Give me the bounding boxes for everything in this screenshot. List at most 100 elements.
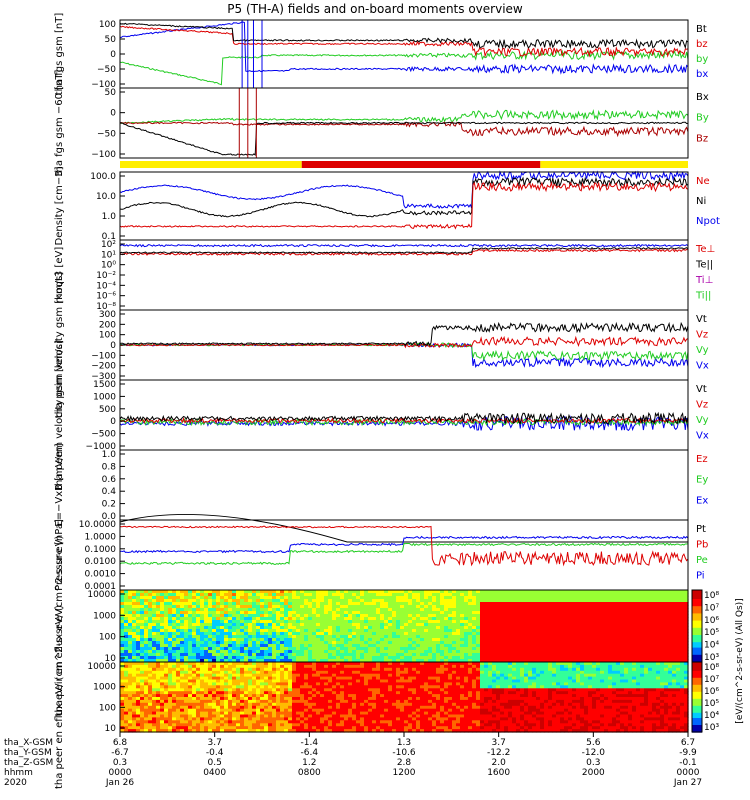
ion-spectrogram-cell [644, 644, 649, 648]
ion-spectrogram-cell [584, 614, 589, 618]
ion-spectrogram-cell [612, 608, 617, 612]
ion-spectrogram-cell [504, 608, 509, 612]
ion-spectrogram-cell [208, 620, 213, 624]
ion-spectrogram-cell [184, 650, 189, 654]
ion-spectrogram-cell [412, 632, 417, 636]
ion-spectrogram-cell [548, 608, 553, 612]
electron-spectrogram-cell [220, 682, 225, 686]
ion-spectrogram-cell [668, 641, 673, 645]
ion-spectrogram-cell [128, 608, 133, 612]
electron-spectrogram-cell [364, 691, 369, 695]
electron-spectrogram-cell [176, 694, 181, 698]
ion-spectrogram-cell [384, 596, 389, 600]
ion-spectrogram-cell [128, 653, 133, 657]
electron-spectrogram-cell [348, 711, 353, 716]
ion-spectrogram-cell [400, 629, 405, 633]
ion-spectrogram-cell [520, 620, 525, 624]
ion-spectrogram-cell [196, 644, 201, 648]
ion-spectrogram-cell [408, 644, 413, 648]
ion-spectrogram-cell [288, 605, 293, 609]
ion-spectrogram-cell [244, 602, 249, 606]
ion-spectrogram-cell [632, 596, 637, 600]
ion-spectrogram-cell [592, 638, 597, 642]
ion-spectrogram-cell [268, 629, 273, 633]
ion-spectrogram-cell [388, 611, 393, 615]
ion-spectrogram-cell [344, 602, 349, 606]
ion-spectrogram-cell [508, 653, 513, 657]
ion-spectrogram-cell [436, 629, 441, 633]
electron-spectrogram-cell [272, 662, 277, 666]
ion-spectrogram-cell [664, 647, 669, 651]
ion-spectrogram-cell [124, 653, 129, 657]
electron-spectrogram-cell [220, 676, 225, 681]
electron-spectrogram-cell [356, 702, 361, 707]
ion-spectrogram-cell [424, 656, 429, 660]
ion-spectrogram-cell [316, 656, 321, 660]
electron-spectrogram-cell [304, 670, 309, 675]
electron-spectrogram-cell [228, 662, 233, 666]
electron-spectrogram-cell [160, 726, 165, 730]
electron-spectrogram-cell [228, 708, 233, 713]
ion-spectrogram-cell [352, 629, 357, 633]
ion-spectrogram-cell [544, 629, 549, 633]
ion-spectrogram-cell [672, 599, 677, 603]
electron-spectrogram-cell [160, 720, 165, 724]
ion-spectrogram-cell [684, 656, 689, 660]
ion-spectrogram-cell [128, 635, 133, 639]
electron-spectrogram-cell [128, 694, 133, 698]
ion-spectrogram-cell [228, 641, 233, 645]
ion-spectrogram-cell [468, 659, 473, 663]
electron-spectrogram-cell [232, 699, 237, 704]
ion-spectrogram-cell [496, 647, 501, 651]
electron-spectrogram-cell [372, 685, 377, 689]
ion-spectrogram-cell [160, 638, 165, 642]
ion-spectrogram-cell [580, 623, 585, 627]
ion-spectrogram-cell [524, 647, 529, 651]
ion-spectrogram-cell [588, 599, 593, 603]
ion-spectrogram-cell [416, 620, 421, 624]
ion-spectrogram-cell [456, 599, 461, 603]
ion-spectrogram-cell [392, 647, 397, 651]
ion-spectrogram-cell [320, 617, 325, 621]
ion-spectrogram-cell [420, 605, 425, 609]
ion-spectrogram-cell [176, 623, 181, 627]
ion-spectrogram-cell [496, 605, 501, 609]
ion-spectrogram-cell [296, 617, 301, 621]
ion-spectrogram-cell [512, 593, 517, 597]
ion-spectrogram-cell [556, 593, 561, 597]
ion-spectrogram-cell [292, 659, 297, 663]
ion-spectrogram-cell [316, 611, 321, 615]
electron-spectrogram-cell [348, 682, 353, 686]
ion-spectrogram-cell [260, 626, 265, 630]
ion-spectrogram-cell [632, 623, 637, 627]
ion-spectrogram-cell [132, 590, 137, 594]
electron-spectrogram-cell [256, 702, 261, 707]
ion-spectrogram-cell [468, 620, 473, 624]
electron-spectrogram-cell [124, 714, 129, 718]
ion-spectrogram-cell [440, 590, 445, 594]
electron-spectrogram-cell [280, 685, 285, 689]
ion-spectrogram-cell [232, 644, 237, 648]
ion-spectrogram-cell [340, 590, 345, 594]
ion-spectrogram-cell [492, 650, 497, 654]
ion-spectrogram-cell [544, 596, 549, 600]
ion-spectrogram-cell [564, 608, 569, 612]
electron-spectrogram-cell [332, 699, 337, 704]
electron-spectrogram-cell [296, 691, 301, 695]
ion-spectrogram-cell [152, 623, 157, 627]
ion-spectrogram-cell [468, 647, 473, 651]
ion-spectrogram-cell [156, 641, 161, 645]
ion-spectrogram-cell [508, 620, 513, 624]
ion-spectrogram-cell [464, 617, 469, 621]
ion-spectrogram-cell [264, 605, 269, 609]
electron-spectrogram-cell [180, 670, 185, 675]
ion-spectrogram-cell [168, 632, 173, 636]
ion-spectrogram-cell [660, 599, 665, 603]
ion-spectrogram-cell [600, 617, 605, 621]
electron-spectrogram-cell [352, 702, 357, 707]
ion-spectrogram-cell [448, 650, 453, 654]
ion-spectrogram-cell [556, 632, 561, 636]
electron-spectrogram-cell [328, 685, 333, 689]
ion-spectrogram-cell [276, 593, 281, 597]
